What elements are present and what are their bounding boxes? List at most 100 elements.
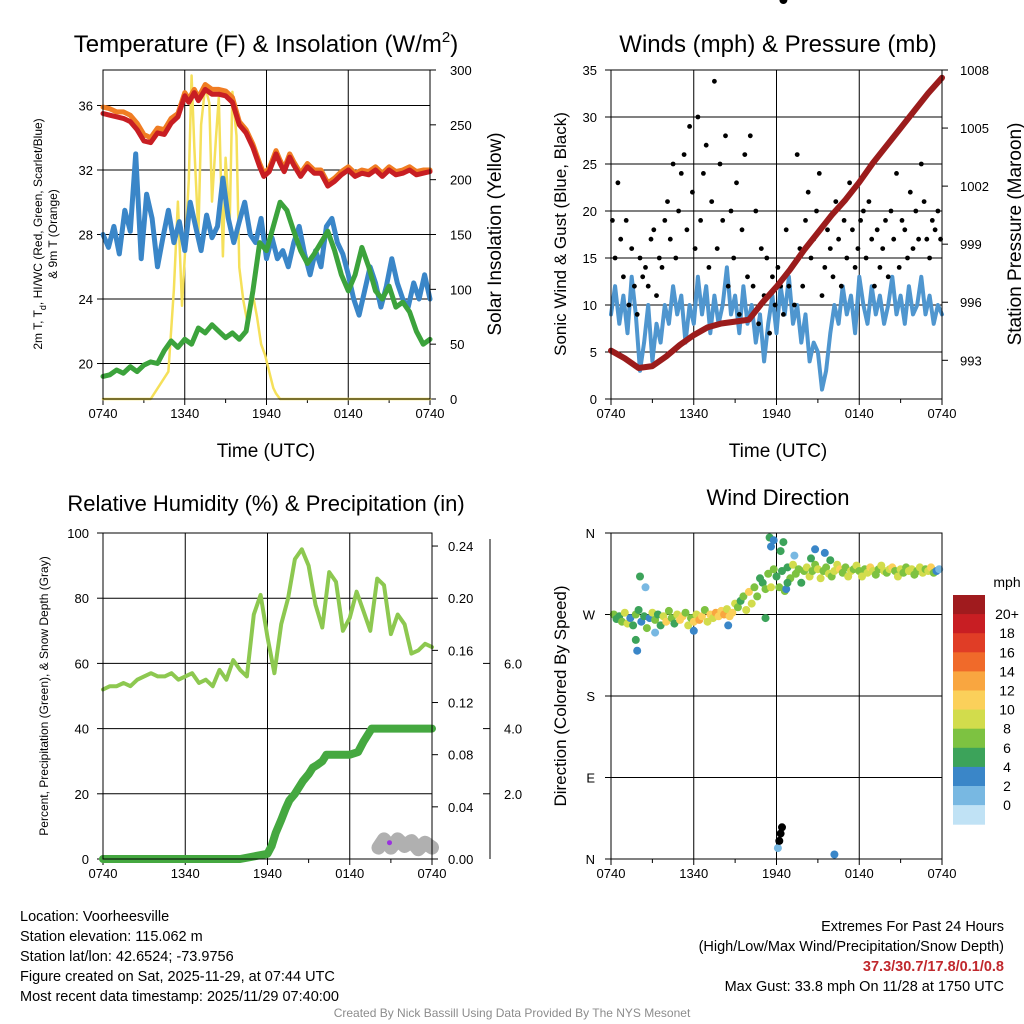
direction-point [700, 606, 709, 614]
wind-ytick-label: 25 [583, 157, 597, 172]
direction-point [750, 583, 759, 592]
solar-ytick-label: 200 [450, 173, 472, 188]
gust-point [747, 133, 753, 139]
temp-ytick-label: 20 [79, 357, 93, 372]
direction-point [636, 572, 644, 581]
wind-ytick-label: 5 [590, 345, 597, 360]
solar-ytick-label: 300 [450, 63, 472, 78]
gust-point [626, 302, 632, 308]
gust-point [847, 180, 852, 186]
snow-ytick-label: 6.0 [504, 656, 522, 671]
gust-point [877, 265, 883, 270]
legend-swatch [953, 766, 985, 787]
dir-title: Wind Direction [706, 485, 849, 510]
gust-point [612, 255, 618, 261]
gust-point [819, 293, 825, 298]
extremes-title: Extremes For Past 24 Hours [821, 919, 1004, 935]
gust-point [681, 152, 687, 158]
dir-xtick-label: 0740 [928, 866, 957, 881]
legend-swatch [953, 786, 985, 806]
dir-ytick-label: S [586, 689, 595, 704]
rh-ytick-label: 40 [75, 722, 89, 737]
direction-point [620, 608, 629, 617]
legend-label: 8 [1003, 721, 1011, 737]
legend-swatch [953, 671, 985, 691]
direction-point [811, 545, 820, 554]
gust-point [872, 283, 877, 289]
dir-xtick-label: 1340 [679, 866, 708, 881]
gust-point [684, 227, 690, 233]
wind-ytick-label: 30 [583, 110, 597, 125]
gust-point [863, 255, 869, 261]
gust-point [665, 199, 670, 205]
direction-point [769, 565, 778, 574]
gust-point [927, 255, 932, 261]
wind-frame [610, 69, 943, 400]
pressure-ytick-label: 1005 [960, 121, 989, 136]
legend-swatch [953, 652, 985, 672]
gust-point [725, 283, 731, 289]
pressure-ylabel: Station Pressure (Maroon) [1005, 123, 1024, 346]
recent-timestamp: Most recent data timestamp: 2025/11/29 0… [20, 989, 339, 1005]
station-location: Location: Voorheesville [20, 909, 170, 925]
station-info: Location: Voorheesville Station elevatio… [20, 907, 339, 1007]
legend-swatch [953, 728, 985, 749]
gust-point [756, 321, 761, 327]
solar-ytick-label: 150 [450, 228, 472, 243]
gust-point [651, 227, 657, 233]
direction-point [651, 628, 660, 637]
direction-point [758, 578, 767, 587]
wind-ytick-label: 0 [590, 392, 597, 407]
wind-ylabel: Sonic Wind & Gust (Blue, Black) [551, 112, 570, 356]
gust-point [833, 199, 839, 205]
gust-point [822, 265, 828, 270]
direction-point [744, 587, 753, 596]
temp-xtick-label: 0740 [416, 406, 445, 421]
series-sonic-wind [609, 265, 944, 392]
legend-label: 20+ [995, 606, 1019, 622]
dir-ylabel: Direction (Colored By Speed) [551, 585, 570, 806]
wind-ytick-label: 35 [583, 63, 597, 78]
max-gust: Max Gust: 33.8 mph On 11/28 at 1750 UTC [724, 979, 1004, 995]
direction-point [826, 556, 835, 565]
gust-point [918, 161, 924, 167]
direction-point [807, 554, 815, 563]
gust-point [916, 236, 921, 242]
gust-point [924, 236, 930, 242]
gust-point [885, 274, 891, 280]
temp-frame [102, 69, 431, 400]
gust-point [673, 255, 679, 261]
gust-point [703, 142, 709, 148]
gust-point [783, 227, 789, 233]
gust-point [899, 218, 905, 223]
gust-point [667, 236, 673, 242]
gust-point [858, 218, 863, 223]
gust-point [745, 274, 750, 280]
credit-line: Created By Nick Bassill Using Data Provi… [333, 1006, 691, 1020]
direction-point [789, 560, 797, 569]
dir-ytick-label: N [586, 526, 595, 541]
gust-point [907, 189, 913, 195]
legend-label: 0 [1003, 797, 1011, 813]
series-2m-t [100, 86, 433, 189]
gust-point [629, 246, 635, 252]
gust-point [634, 312, 640, 317]
station-latlon: Station lat/lon: 42.6524; -73.9756 [20, 949, 234, 965]
pressure-ytick-label: 1002 [960, 179, 989, 194]
gust-point [731, 255, 737, 261]
dir-xtick-label: 0740 [597, 866, 626, 881]
gust-point [640, 274, 646, 280]
gust-point [808, 255, 814, 261]
wind-xlabel: Time (UTC) [729, 441, 828, 462]
gust-point [850, 227, 855, 233]
solar-ytick-label: 100 [450, 282, 472, 297]
direction-point [772, 572, 781, 581]
dir-xtick-label: 1940 [762, 866, 791, 881]
direction-point [634, 606, 643, 614]
gust-point [910, 246, 916, 252]
direction-point [767, 542, 775, 551]
gust-point [678, 171, 684, 176]
wind-xtick-label: 0140 [845, 406, 874, 421]
wind-xtick-label: 1940 [762, 406, 791, 421]
